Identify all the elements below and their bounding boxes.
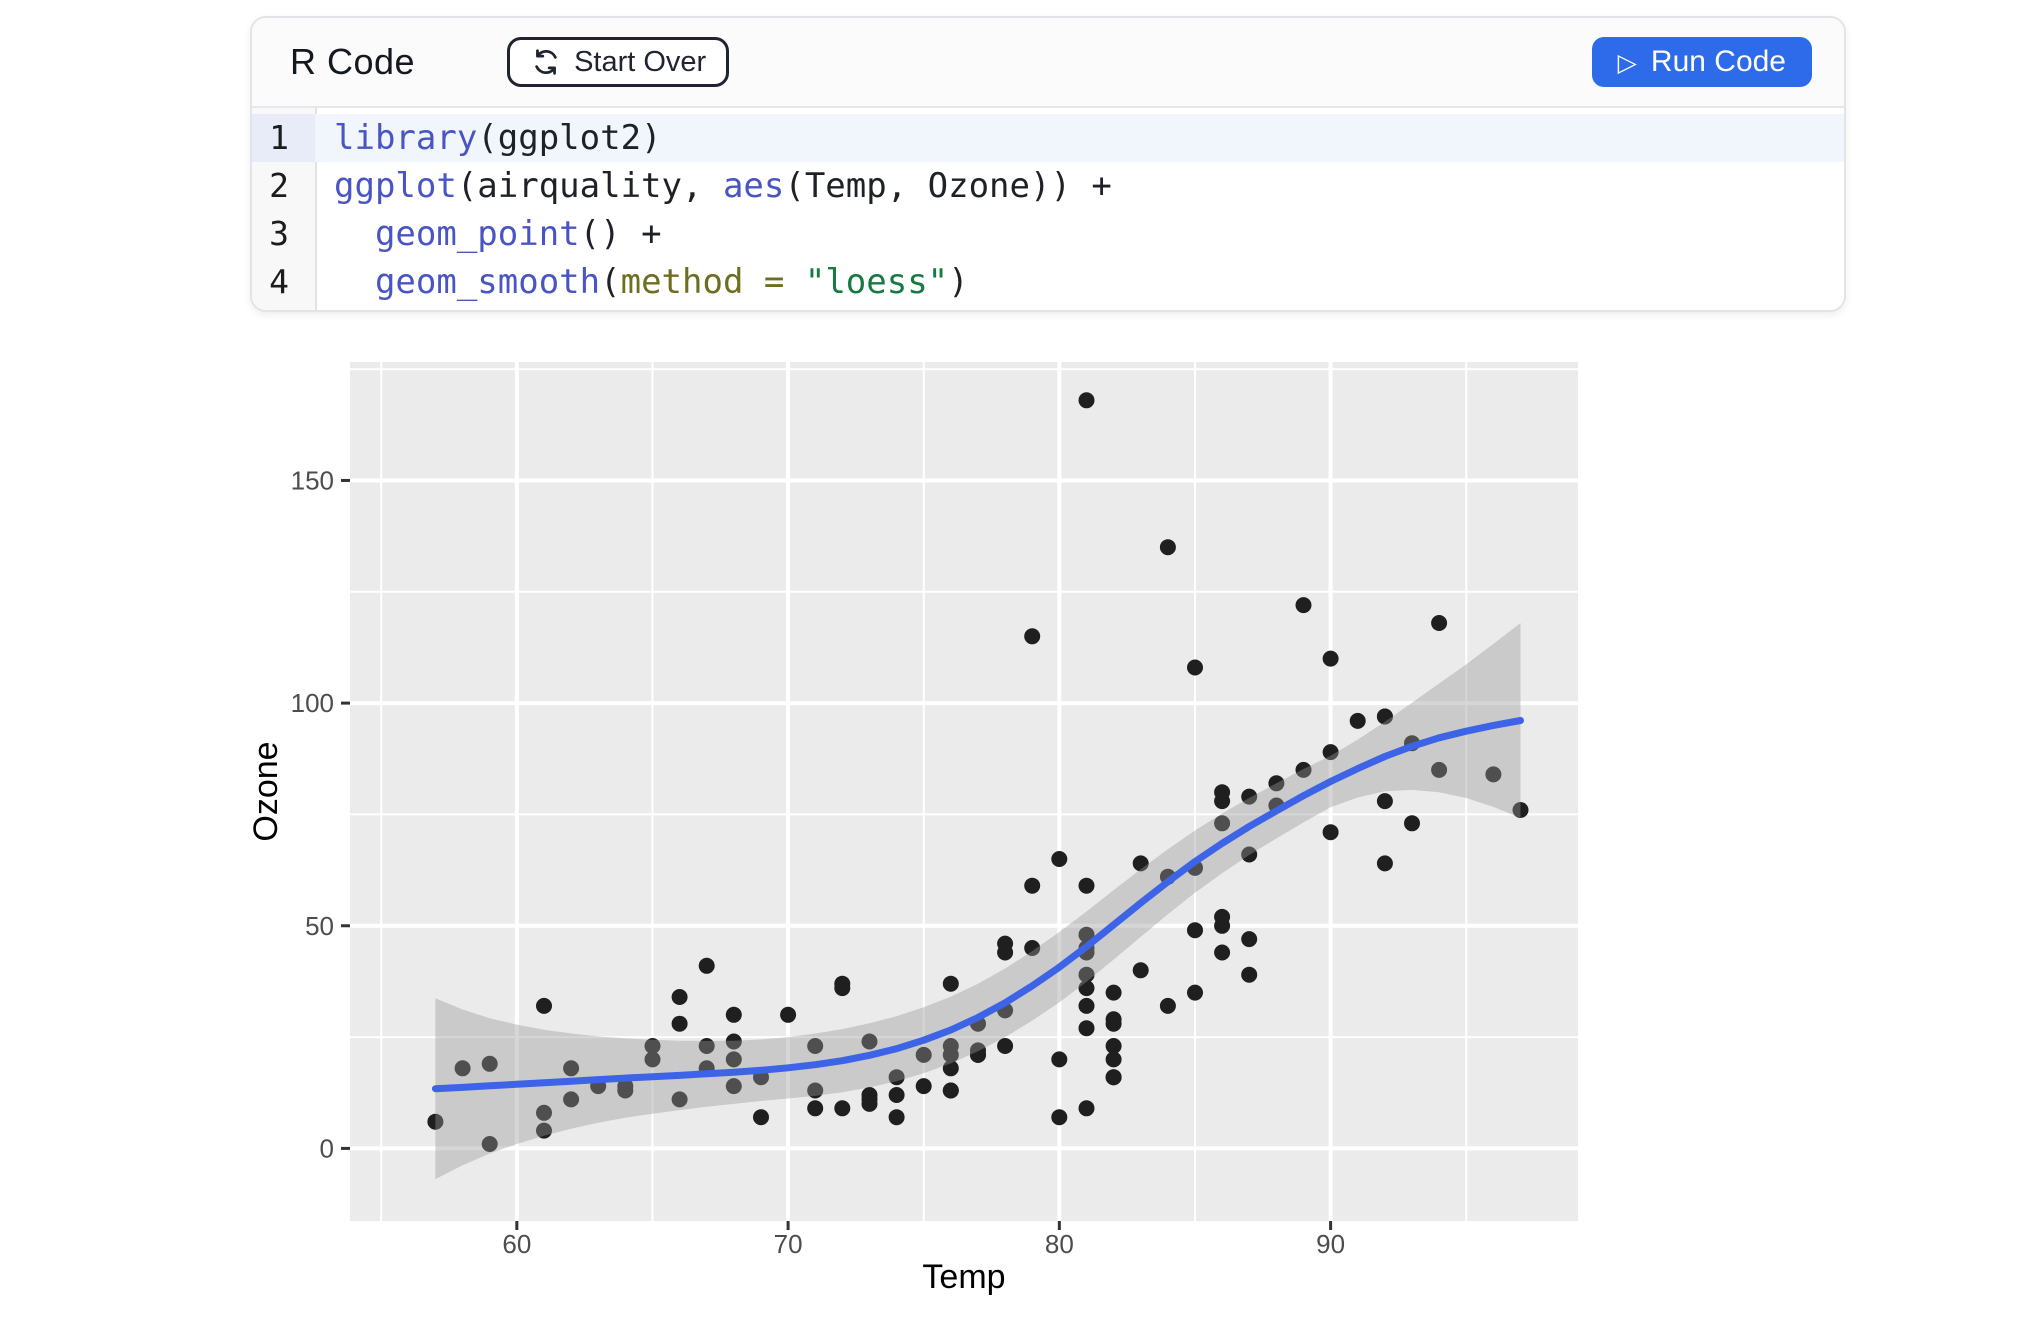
code-text: ggplot(airquality, aes(Temp, Ozone)) + [334,166,1112,206]
svg-text:150: 150 [291,465,334,495]
svg-text:90: 90 [1316,1229,1345,1259]
start-over-button[interactable]: Start Over [507,37,730,87]
code-card-header: R Code Start Over ▷ Run Code [252,18,1844,108]
svg-text:70: 70 [774,1229,803,1259]
confidence-ribbon [435,623,1521,1180]
r-code-card: R Code Start Over ▷ Run Code 1 library [250,16,1846,312]
line-number: 2 [269,166,289,205]
svg-text:60: 60 [502,1229,531,1259]
code-line[interactable]: 2 ggplot(airquality, aes(Temp, Ozone)) + [252,162,1844,210]
line-number: 3 [269,214,289,253]
line-number: 1 [252,114,315,162]
svg-text:80: 80 [1045,1229,1074,1259]
y-axis-title: Ozone [247,741,285,841]
code-line[interactable]: 1 library(ggplot2) [252,114,1844,162]
svg-text:50: 50 [305,911,334,941]
axis-tick-labels: 60 70 80 90 0 50 100 150 [291,465,1345,1259]
code-line[interactable]: 4 geom_smooth(method = "loess") [252,258,1844,306]
code-lines: 1 library(ggplot2) 2 ggplot(airquality, aes… [252,108,1844,306]
code-text: geom_smooth(method = "loess") [374,262,969,302]
scatter-points [427,392,1529,1152]
refresh-icon [530,46,562,78]
code-text: geom_point() + [374,214,662,254]
line-number: 4 [269,262,289,301]
code-editor[interactable]: 1 library(ggplot2) 2 ggplot(airquality, aes… [252,108,1844,310]
run-code-button[interactable]: ▷ Run Code [1591,37,1812,87]
code-text: library(ggplot2) [315,114,1844,162]
play-icon: ▷ [1617,48,1637,77]
run-code-label: Run Code [1650,45,1786,78]
code-line[interactable]: 3 geom_point() + [252,210,1844,258]
start-over-label: Start Over [574,45,707,78]
plot-panel [350,362,1578,1221]
x-axis-title: Temp [922,1258,1005,1296]
loess-line [431,717,1524,1093]
svg-text:0: 0 [320,1133,334,1163]
axis-ticks [341,478,1333,1230]
grid-minor [350,362,1578,1221]
grid-major [350,362,1578,1221]
card-title: R Code [290,41,416,82]
svg-text:100: 100 [291,688,334,718]
